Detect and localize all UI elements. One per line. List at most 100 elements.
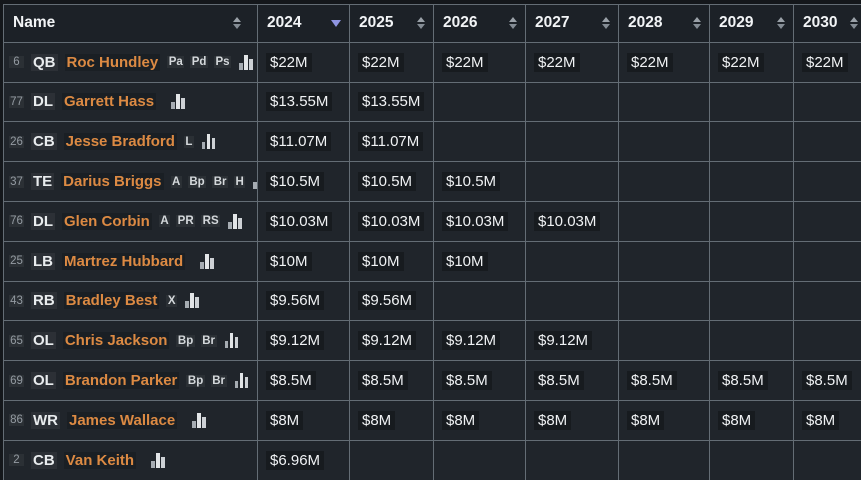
bar-chart-icon[interactable] xyxy=(185,293,199,309)
jersey-number: 43 xyxy=(9,294,24,307)
sort-both-icon xyxy=(509,17,517,30)
column-header-2025[interactable]: 2025 xyxy=(350,5,434,43)
player-name-link[interactable]: Martrez Hubbard xyxy=(62,252,186,270)
salary-value: $22M xyxy=(802,52,848,72)
player-name-link[interactable]: Brandon Parker xyxy=(62,372,180,390)
trait-badge: Br xyxy=(200,334,217,347)
salary-cell: $8M xyxy=(258,400,350,441)
salary-cell: $10.5M xyxy=(350,162,434,202)
salary-cell: $8M xyxy=(350,400,434,441)
salary-cell: $8.5M xyxy=(258,361,350,401)
player-name-link[interactable]: Van Keith xyxy=(63,451,137,469)
player-name-link[interactable]: Chris Jackson xyxy=(62,332,170,350)
salary-cell xyxy=(434,281,526,322)
salary-cell: $13.55M xyxy=(350,82,434,123)
column-label: 2025 xyxy=(359,14,394,32)
player-name-link[interactable]: Darius Briggs xyxy=(61,173,164,191)
trait-badge: Pd xyxy=(190,56,208,69)
salary-value: $9.12M xyxy=(534,331,593,351)
column-header-name[interactable]: Name xyxy=(4,5,258,43)
salary-cell: $9.12M xyxy=(258,321,350,362)
player-name-link[interactable]: Roc Hundley xyxy=(64,53,161,71)
salary-cell: $10M xyxy=(350,241,434,282)
column-label: Name xyxy=(13,14,56,32)
column-header-2030[interactable]: 2030 xyxy=(794,5,861,43)
salary-cell: $8.5M xyxy=(526,361,619,401)
bar-chart-icon[interactable] xyxy=(253,174,257,190)
bar-chart-icon[interactable] xyxy=(239,54,253,70)
bar-chart-icon[interactable] xyxy=(201,134,216,150)
column-header-2024[interactable]: 2024 xyxy=(258,5,350,43)
salary-value: $9.12M xyxy=(442,331,501,351)
column-header-2028[interactable]: 2028 xyxy=(619,5,710,43)
trait-badge: A xyxy=(170,175,182,188)
jersey-number: 65 xyxy=(9,334,24,347)
salary-value: $22M xyxy=(534,52,580,72)
trait-badge: RS xyxy=(201,215,221,228)
trait-badges: A Bp Br H xyxy=(170,175,246,188)
salary-value: $9.12M xyxy=(266,331,325,351)
table-row: 37 TE Darius Briggs A Bp Br H $10.5M $10.5M $… xyxy=(4,162,861,202)
salary-cell xyxy=(619,82,710,123)
player-cell: 77 DL Garrett Hass xyxy=(4,82,258,123)
trait-badges: X xyxy=(166,294,178,307)
player-cell: 43 RB Bradley Best X xyxy=(4,281,258,322)
bar-chart-icon[interactable] xyxy=(151,452,165,468)
salary-cell xyxy=(710,241,794,282)
salary-cell xyxy=(619,201,710,242)
salary-value: $10.03M xyxy=(442,211,509,231)
bar-chart-icon[interactable] xyxy=(224,333,239,349)
trait-badges: L xyxy=(183,135,194,148)
player-name-link[interactable]: Glen Corbin xyxy=(62,212,152,230)
salary-cell xyxy=(434,82,526,123)
player-name-link[interactable]: James Wallace xyxy=(67,411,178,429)
trait-badge: PR xyxy=(176,215,196,228)
salary-cell: $8.5M xyxy=(434,361,526,401)
trait-badge: Ps xyxy=(213,56,232,69)
salary-cell xyxy=(794,201,861,242)
player-name-link[interactable]: Bradley Best xyxy=(63,292,160,310)
salary-cell: $9.56M xyxy=(258,281,350,322)
player-name-link[interactable]: Jesse Bradford xyxy=(63,133,177,151)
salary-cell xyxy=(794,321,861,362)
player-name-link[interactable]: Garrett Hass xyxy=(62,93,157,111)
salary-cell xyxy=(710,440,794,480)
bar-chart-icon[interactable] xyxy=(171,94,185,110)
salary-value: $8.5M xyxy=(534,371,584,391)
salary-cell xyxy=(526,82,619,123)
trait-badges: Bp Br xyxy=(176,334,217,347)
table-row: 77 DL Garrett Hass $13.55M $13.55M xyxy=(4,82,861,123)
bar-chart-icon[interactable] xyxy=(192,412,206,428)
salary-cell: $22M xyxy=(350,42,434,83)
column-label: 2030 xyxy=(803,14,838,32)
table-row: 26 CB Jesse Bradford L $11.07M $11.07M xyxy=(4,122,861,163)
trait-badges: Bp Br xyxy=(186,374,227,387)
column-header-2026[interactable]: 2026 xyxy=(434,5,526,43)
salary-cell: $8M xyxy=(526,400,619,441)
bar-chart-icon[interactable] xyxy=(228,213,242,229)
salary-cell xyxy=(434,440,526,480)
player-position: OL xyxy=(31,372,56,390)
jersey-number: 69 xyxy=(9,374,24,387)
player-cell: 65 OL Chris Jackson Bp Br xyxy=(4,321,258,362)
salary-value: $10M xyxy=(358,251,404,271)
trait-badge: Br xyxy=(210,374,227,387)
salary-cell: $10.5M xyxy=(258,162,350,202)
salary-cell xyxy=(710,321,794,362)
salary-table: Name 2024 2025 2026 2027 2028 xyxy=(3,4,861,480)
player-position: WR xyxy=(31,411,60,429)
salary-value: $8.5M xyxy=(266,371,316,391)
salary-cell: $10.03M xyxy=(258,201,350,242)
salary-cell: $8M xyxy=(794,400,861,441)
bar-chart-icon[interactable] xyxy=(200,253,214,269)
trait-badge: Bp xyxy=(187,175,207,188)
column-header-2029[interactable]: 2029 xyxy=(710,5,794,43)
salary-cell: $10.03M xyxy=(526,201,619,242)
sort-descending-icon xyxy=(331,19,341,27)
column-header-2027[interactable]: 2027 xyxy=(526,5,619,43)
salary-cell xyxy=(710,281,794,322)
salary-cell: $10M xyxy=(258,241,350,282)
salary-cell xyxy=(710,122,794,163)
bar-chart-icon[interactable] xyxy=(234,373,249,389)
salary-value: $13.55M xyxy=(266,92,333,112)
